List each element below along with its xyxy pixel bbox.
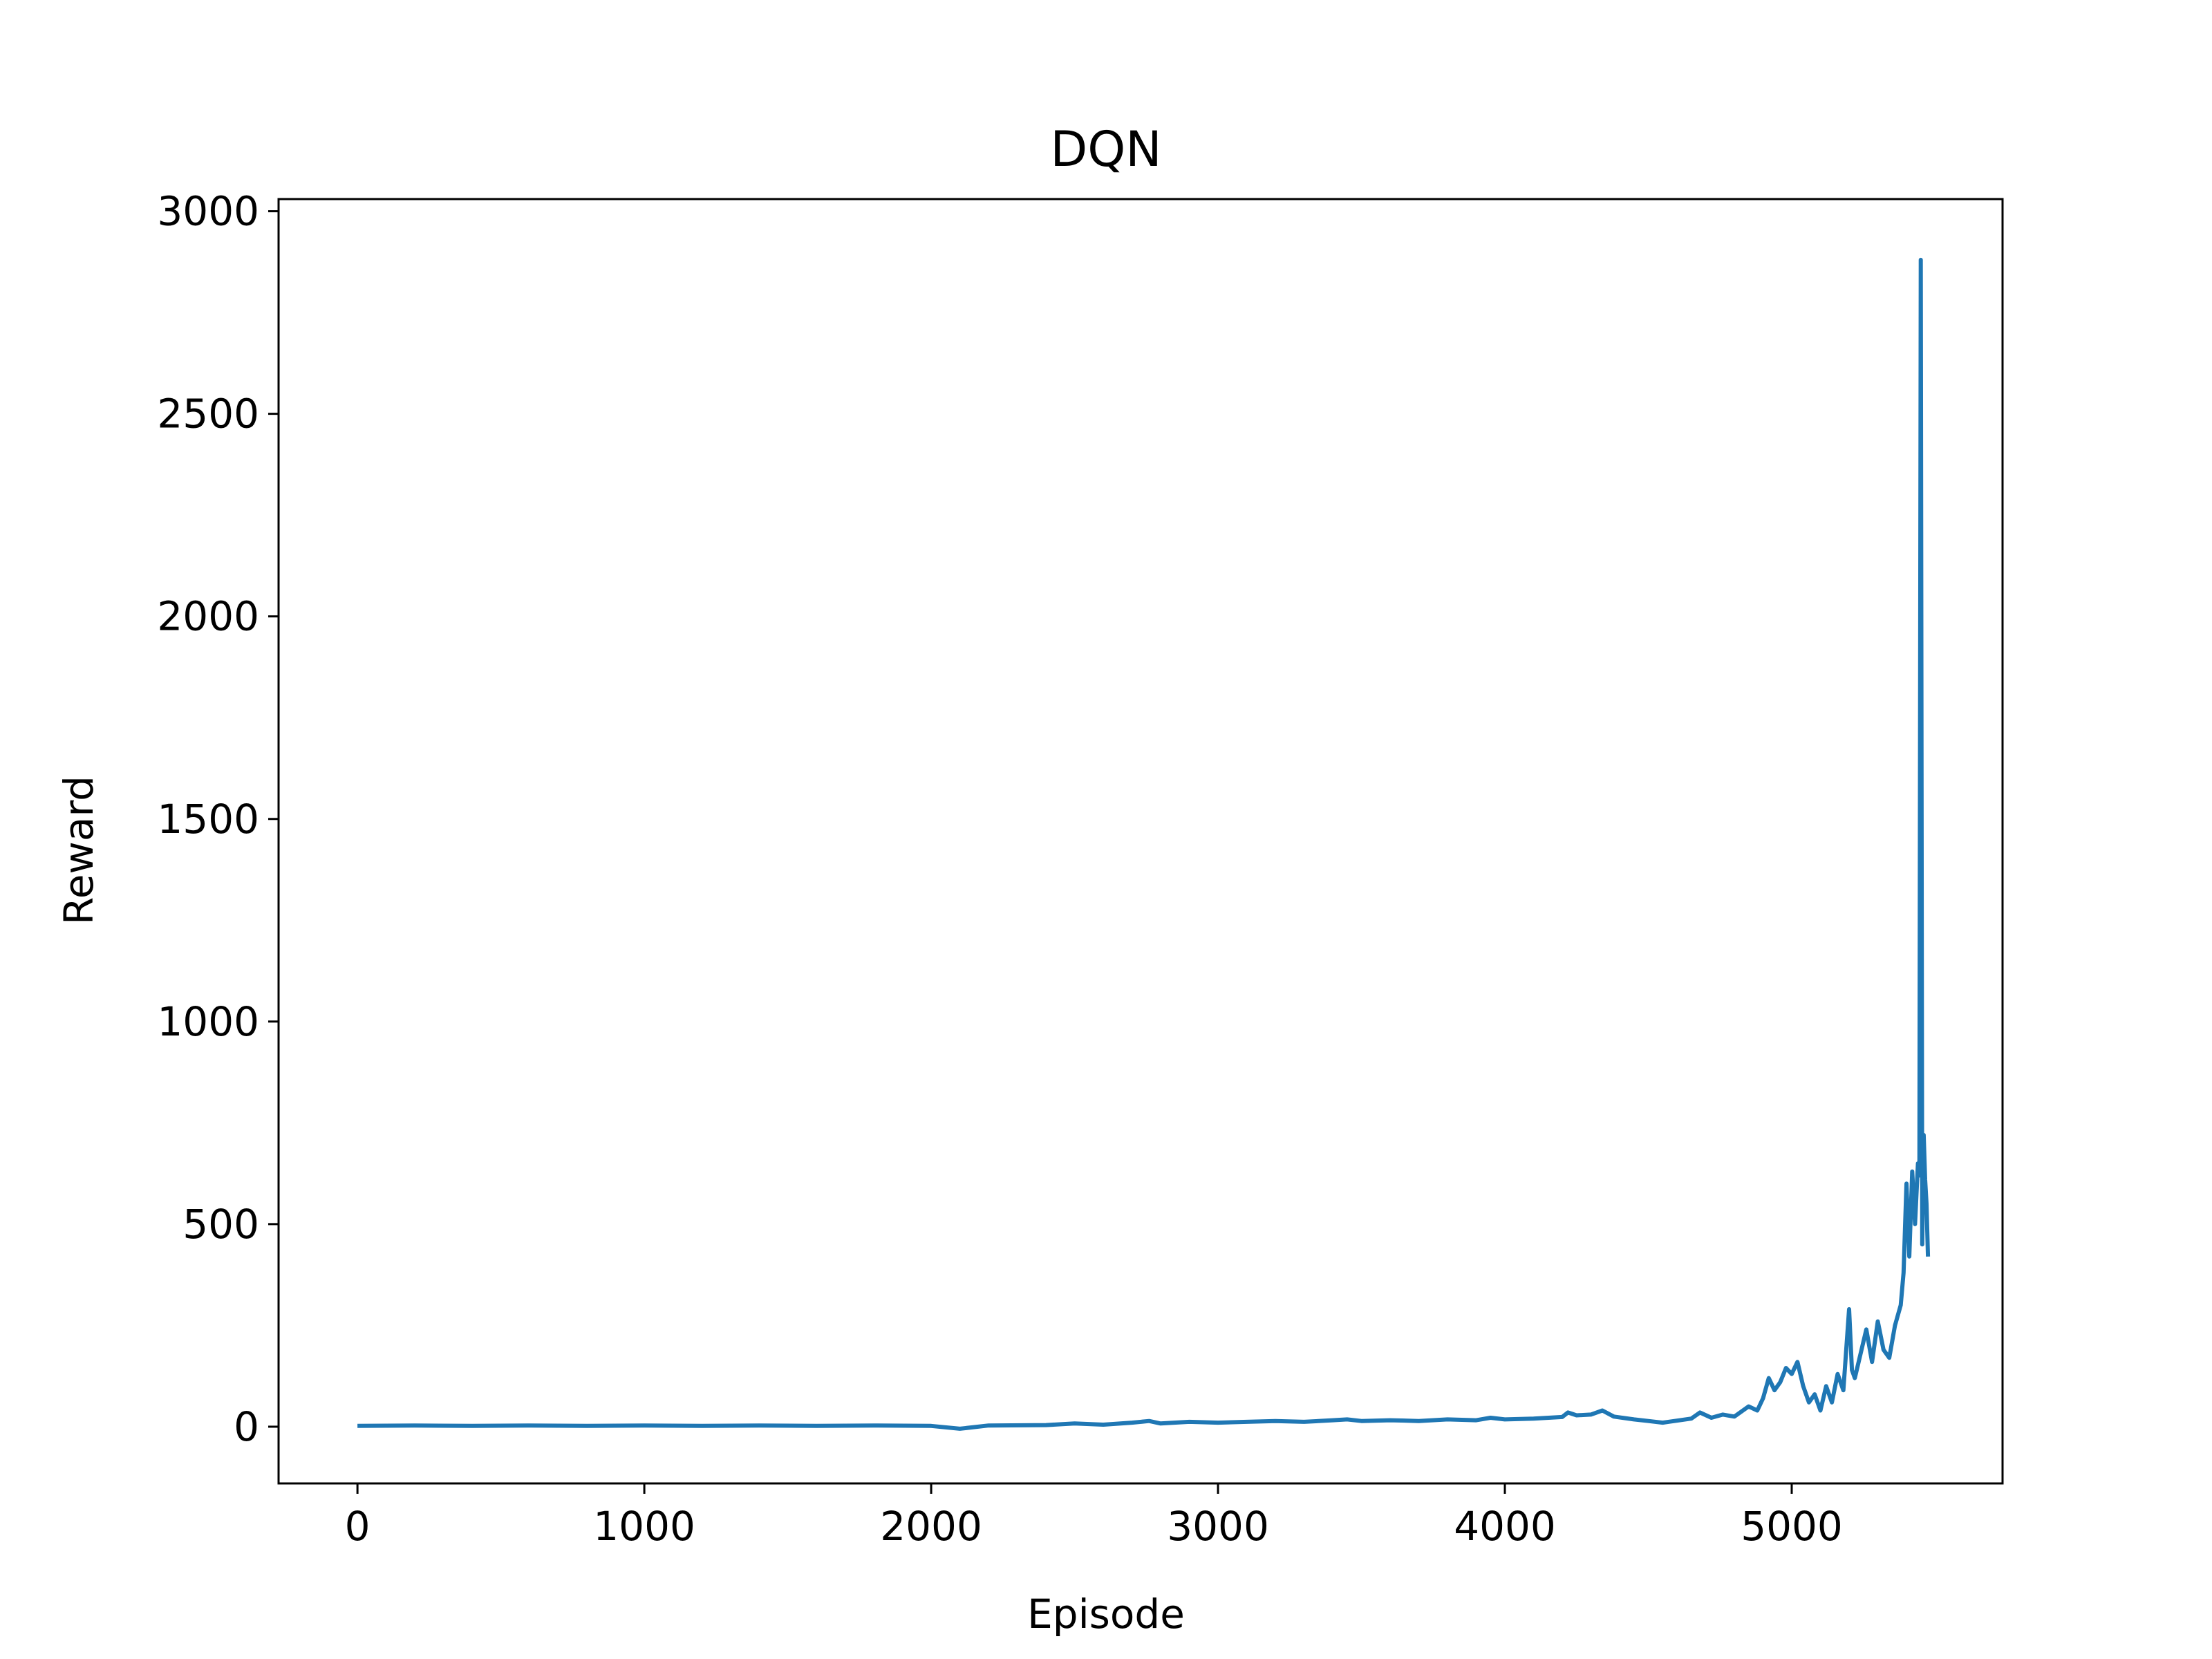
x-tick-label: 1000 bbox=[593, 1503, 695, 1550]
x-tick-label: 3000 bbox=[1167, 1503, 1269, 1550]
plot-frame bbox=[277, 198, 2004, 1485]
y-tick-label: 2000 bbox=[157, 593, 259, 640]
x-tick-label: 0 bbox=[345, 1503, 371, 1550]
x-tick-label: 4000 bbox=[1454, 1503, 1556, 1550]
series-layer bbox=[357, 257, 1931, 1431]
x-tick-label: 2000 bbox=[880, 1503, 982, 1550]
y-axis-label: Reward bbox=[55, 776, 102, 925]
chart-title: DQN bbox=[1050, 121, 1161, 178]
y-tick-label: 500 bbox=[182, 1201, 259, 1248]
y-tick-label: 3000 bbox=[157, 188, 259, 235]
x-axis-label: Episode bbox=[1027, 1591, 1185, 1638]
y-tick-label: 1500 bbox=[157, 796, 259, 843]
series-line-reward bbox=[357, 257, 1931, 1431]
y-tick-label: 1000 bbox=[157, 998, 259, 1045]
y-axis: 0 500 1000 1500 2000 2500 3000 bbox=[157, 188, 279, 1450]
x-tick-label: 5000 bbox=[1741, 1503, 1843, 1550]
x-axis: 0 1000 2000 3000 4000 5000 bbox=[345, 1483, 1843, 1550]
y-tick-label: 0 bbox=[234, 1403, 259, 1450]
y-tick-label: 2500 bbox=[157, 391, 259, 438]
